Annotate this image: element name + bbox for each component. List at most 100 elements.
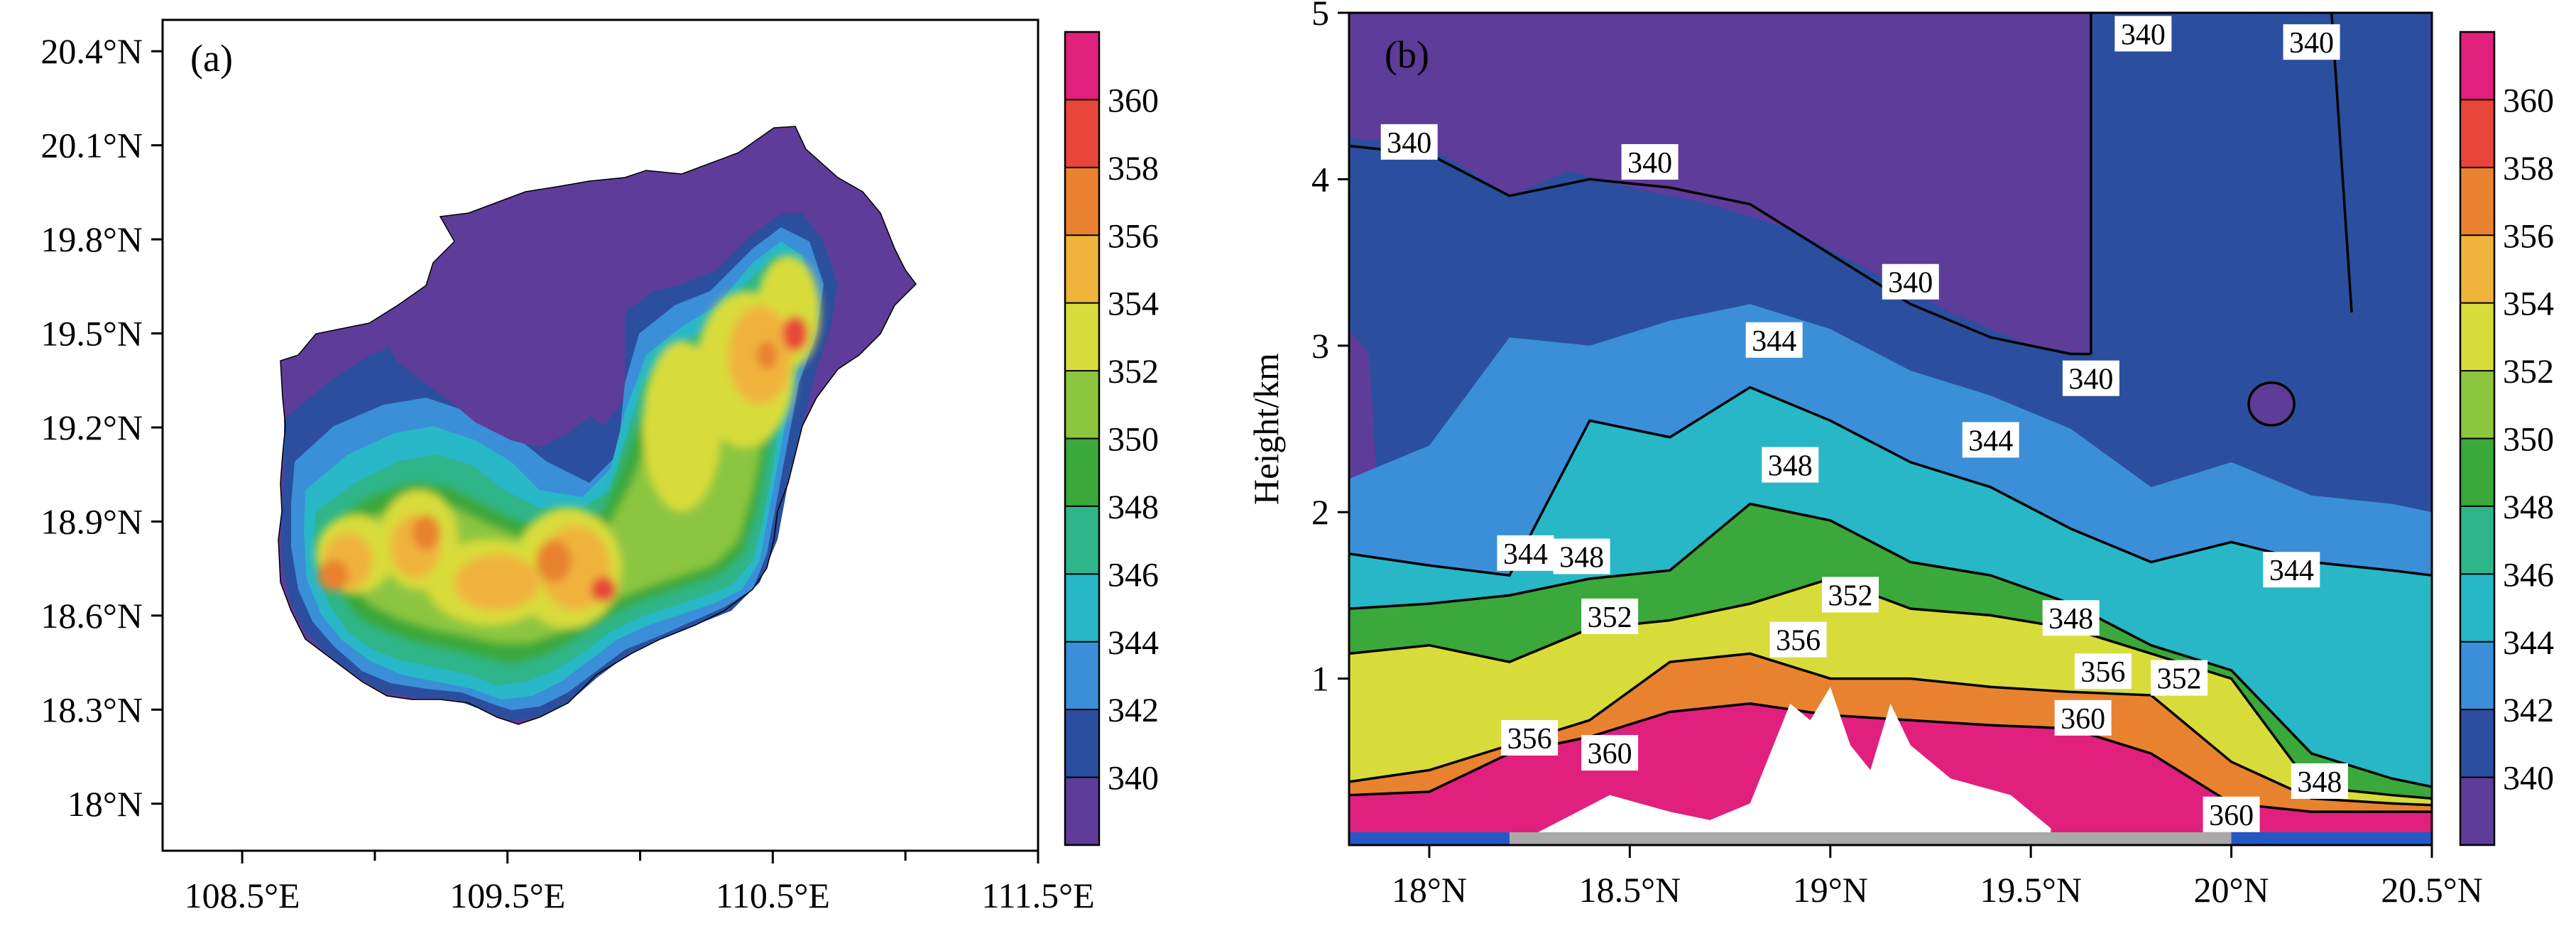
colorbar-segment: [1065, 167, 1099, 236]
contour-label: 340: [2289, 27, 2334, 60]
y-tick-label: 19.8°N: [40, 219, 143, 259]
contour-label: 340: [2121, 18, 2166, 51]
y-tick-label: 18°N: [67, 784, 143, 824]
y-tick-label: 20.1°N: [40, 126, 143, 165]
hotspot-358: [756, 341, 777, 369]
panel-b-label: (b): [1385, 33, 1429, 76]
contour-label-box: [2074, 653, 2132, 690]
contour-label: 352: [1588, 601, 1632, 634]
colorbar-segment: [2460, 99, 2494, 168]
contour-label: 340: [1627, 147, 1672, 180]
zone-342-strip: [2251, 13, 2352, 363]
colorbar-segment: [1065, 303, 1099, 371]
panel-a-axes: 108.5°E 109.5°E 110.5°E 111.5°E 18°N 18.3°N 18…: [40, 31, 1094, 915]
colorbar-tick-label: 346: [1108, 556, 1159, 594]
terrain: [1349, 687, 2432, 845]
colorbar-tick-label: 358: [1108, 150, 1159, 187]
colorbar-segment: [2460, 235, 2494, 304]
colorbar-tick-label: 352: [1108, 353, 1159, 391]
contour-label: 360: [2209, 800, 2254, 832]
colorbar-tick-label: 346: [2503, 556, 2554, 594]
colorbar-segment: [2460, 438, 2494, 507]
colorbar-segment: [2460, 167, 2494, 236]
contour-label-box: [1882, 263, 1939, 300]
contour-label-box: [2042, 600, 2100, 636]
contour-label: 340: [1387, 127, 1431, 160]
colorbar-tick-label: 354: [1108, 285, 1159, 323]
y-tick-label: 1: [1311, 659, 1329, 699]
colorbar-segment: [1065, 506, 1099, 574]
contour-line-352: [1349, 577, 2432, 800]
contour-line-340: [1349, 144, 2091, 356]
terrain-bar-gray: [1509, 832, 2232, 845]
colorbar-tick-label: 358: [2503, 150, 2554, 187]
colorbar-tick-label: 360: [1108, 82, 1159, 119]
hotspot-358: [318, 560, 349, 591]
colorbar-tick-label: 340: [2503, 760, 2554, 797]
contour-line-340: [2330, 13, 2353, 313]
island-hotspots: [316, 256, 820, 664]
hotspot-360: [782, 316, 808, 352]
contour-label: 360: [2061, 703, 2105, 736]
panel-b-colorbar: 340 342 344 346 348 350 352 354 356 358 360: [2459, 31, 2554, 846]
colorbar-segment: [1065, 641, 1099, 710]
contour-label-box: [1380, 124, 1438, 160]
colorbar-segment: [2460, 371, 2494, 439]
colorbar-segment: [2460, 777, 2494, 846]
hotspot-358: [536, 540, 572, 582]
colorbar-segment: [1065, 777, 1099, 846]
contour-label-box: [1581, 735, 1639, 771]
contour-label: 360: [1588, 738, 1632, 770]
contour-label-box: [1962, 422, 2019, 458]
y-tick-label: 18.9°N: [40, 501, 143, 541]
contour-label-box: [1822, 577, 1879, 613]
colorbar-tick-label: 356: [1108, 217, 1159, 255]
y-tick-label: 18.6°N: [40, 596, 143, 636]
x-tick-label: 19.5°N: [1980, 870, 2082, 910]
colorbar-tick-label: 342: [2503, 692, 2554, 729]
y-tick-label: 19.5°N: [40, 314, 143, 354]
contour-line-348: [1349, 502, 2432, 788]
x-tick-label: 20.5°N: [2381, 870, 2483, 910]
y-tick-label: 4: [1311, 159, 1329, 199]
x-tick-label: 109.5°E: [449, 876, 565, 915]
island-outline: [278, 126, 917, 725]
zone-340-sliver: [1349, 329, 1377, 496]
colorbar-tick-label: 348: [2503, 489, 2554, 526]
contour-label: 344: [2269, 555, 2314, 587]
panel-a: (a) 108.5°E 109.5°E 110.5°E 111.5°E 18°N 18.3…: [40, 18, 1159, 915]
contour-label-box: [2151, 660, 2208, 696]
contour-label-box: [1769, 621, 1827, 658]
contour-label: 348: [2297, 766, 2342, 799]
contour-label-box: [2263, 552, 2320, 588]
y-axis-title: Height/km: [1246, 353, 1286, 505]
contour-label-box: [2283, 24, 2340, 60]
contour-label: 344: [1968, 425, 2013, 457]
colorbar-segment: [2460, 574, 2494, 643]
colorbar-segment: [2460, 709, 2494, 778]
y-tick-label: 2: [1311, 492, 1329, 532]
x-tick-label: 18.5°N: [1579, 870, 1681, 910]
contour-label: 344: [1752, 325, 1796, 358]
colorbar-segment: [1065, 438, 1099, 507]
contour-label-box: [2291, 763, 2348, 799]
contour-label-box: [1762, 447, 1819, 483]
colorbar-segment: [1065, 709, 1099, 778]
contour-label: 348: [1768, 450, 1813, 483]
y-tick-label: 5: [1311, 0, 1329, 33]
contour-label-box: [1745, 322, 1803, 358]
panel-b-axes: 18°N 18.5°N 19°N 19.5°N 20°N 20.5°N 1 2 3 4 5: [1311, 0, 2483, 910]
contour-label-box: [1621, 143, 1679, 180]
y-tick-label: 19.2°N: [40, 408, 143, 447]
contour-label-box: [2054, 699, 2112, 736]
terrain-bar-blue: [1349, 832, 1510, 845]
panel-a-frame: [161, 18, 1039, 852]
colorbar-tick-label: 342: [1108, 692, 1159, 729]
colorbar-tick-label: 344: [2503, 624, 2554, 662]
contour-label-box: [1497, 535, 1554, 571]
y-tick-label: 20.4°N: [40, 31, 143, 71]
colorbar-tick-label: 352: [2503, 353, 2554, 391]
contour-label-box: [1553, 538, 1610, 574]
contour-label: 348: [2048, 603, 2093, 636]
